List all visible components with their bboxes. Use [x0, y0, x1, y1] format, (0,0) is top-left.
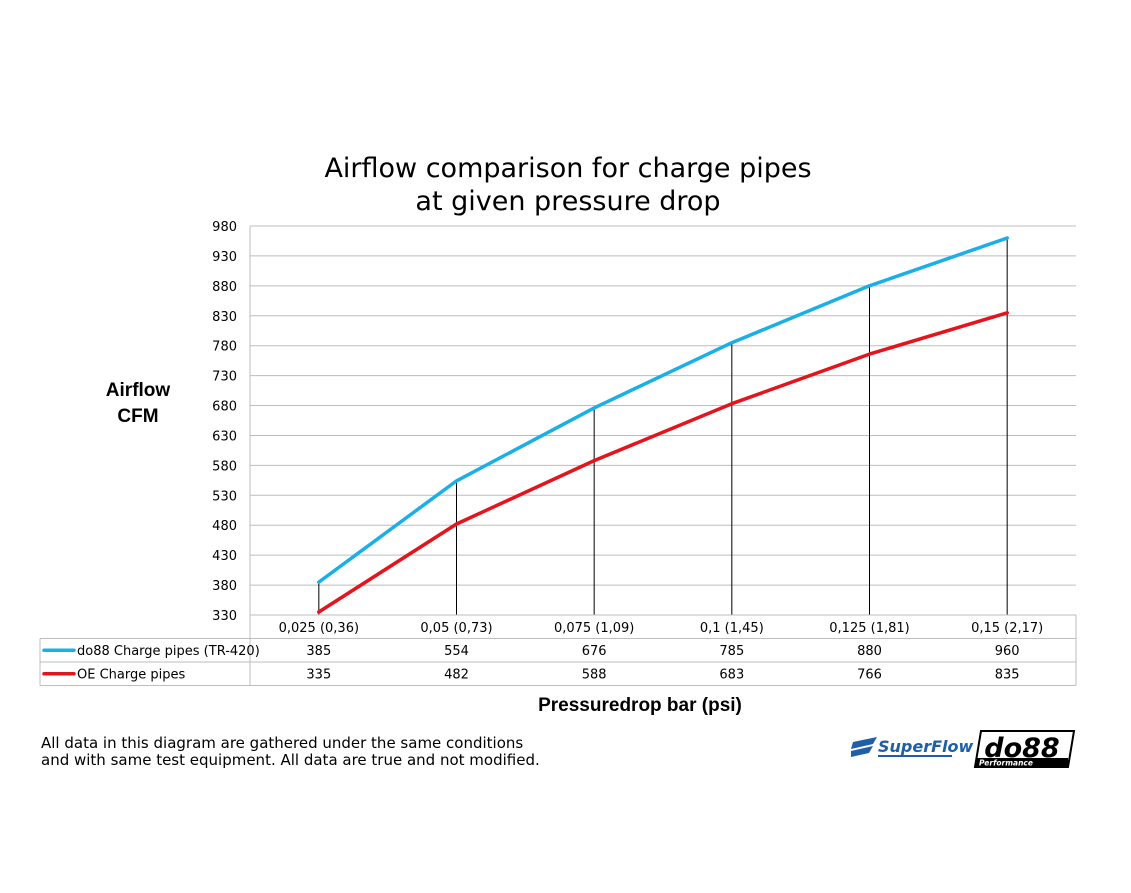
data-label-1-3: 683	[719, 667, 744, 682]
gridlines	[249, 225, 1076, 616]
y-tick-330: 330	[212, 609, 237, 624]
series-0-point-1	[454, 479, 459, 483]
footnote-line-2: and with same test equipment. All data a…	[41, 751, 540, 769]
series-1-point-2	[592, 458, 596, 463]
data-label-0-2: 676	[582, 644, 607, 659]
x-tick-label-2: 0,075 (1,09)	[554, 621, 634, 636]
series-1-point-4	[867, 352, 872, 356]
y-tick-480: 480	[212, 519, 237, 534]
series-1-point-0	[317, 610, 321, 614]
x-tick-label-4: 0,125 (1,81)	[829, 621, 909, 636]
series-0-point-0	[317, 580, 321, 584]
data-series	[317, 236, 1009, 614]
series-0-point-5	[1005, 236, 1009, 240]
superflow-swoosh-icon	[851, 737, 877, 757]
y-tick-730: 730	[212, 370, 237, 385]
data-table: 0,025 (0,36) 0,05 (0,73) 0,075 (1,09) 0,1 (…	[39, 614, 1077, 686]
superflow-logo-text: SuperFlow	[878, 737, 974, 756]
series-1-point-3	[730, 402, 734, 406]
y-tick-880: 880	[212, 280, 237, 295]
chart-title-line-1: Airflow comparison for charge pipes	[324, 153, 811, 184]
superflow-logo: SuperFlow	[851, 737, 974, 757]
y-tick-980: 980	[212, 220, 237, 235]
x-axis-label: Pressuredrop bar (psi)	[538, 695, 742, 716]
superflow-underline	[878, 755, 952, 757]
y-axis-label-line-2: CFM	[117, 406, 158, 427]
x-tick-label-1: 0,05 (0,73)	[420, 621, 492, 636]
y-tick-680: 680	[212, 400, 237, 415]
y-axis-label-line-1: Airflow	[106, 380, 171, 401]
y-tick-630: 630	[212, 429, 237, 444]
y-tick-780: 780	[212, 340, 237, 355]
y-tick-430: 430	[212, 549, 237, 564]
data-label-1-2: 588	[582, 667, 607, 682]
footnote-line-1: All data in this diagram are gathered un…	[41, 734, 523, 752]
footnote: All data in this diagram are gathered un…	[41, 734, 540, 769]
series-0-point-2	[592, 406, 596, 410]
y-tick-380: 380	[212, 579, 237, 594]
y-axis-label: Airflow CFM	[106, 380, 171, 427]
data-label-0-5: 960	[995, 644, 1020, 659]
series-line-0	[317, 236, 1009, 584]
y-tick-530: 530	[212, 489, 237, 504]
series-line-1	[317, 311, 1009, 614]
drop-lines	[318, 237, 1008, 616]
data-label-1-0: 335	[306, 667, 331, 682]
data-label-0-3: 785	[719, 644, 744, 659]
series-1-point-1	[454, 522, 459, 526]
do88-logo-subtext: Performance	[979, 759, 1033, 768]
data-label-0-0: 385	[306, 644, 331, 659]
x-tick-label-3: 0,1 (1,45)	[700, 621, 764, 636]
series-1-point-5	[1005, 311, 1009, 315]
y-tick-830: 830	[212, 310, 237, 325]
series-0-point-3	[730, 341, 734, 345]
chart-title: Airflow comparison for charge pipes at g…	[324, 153, 811, 217]
y-axis-ticks: 330 380 430 480 530 580 630 680 730 780 830 880 930 9…	[212, 220, 237, 624]
data-label-0-4: 880	[857, 644, 882, 659]
data-label-1-1: 482	[444, 667, 469, 682]
data-label-1-5: 835	[995, 667, 1020, 682]
legend-label-0: do88 Charge pipes (TR-420)	[77, 644, 260, 659]
do88-logo: do88 Performance	[973, 730, 1076, 768]
chart-title-line-2: at given pressure drop	[415, 186, 720, 217]
data-label-1-4: 766	[857, 667, 882, 682]
x-tick-label-5: 0,15 (2,17)	[971, 621, 1043, 636]
y-tick-930: 930	[212, 250, 237, 265]
legend-label-1: OE Charge pipes	[77, 667, 185, 682]
data-label-0-1: 554	[444, 644, 469, 659]
x-tick-label-0: 0,025 (0,36)	[279, 621, 359, 636]
series-0-point-4	[867, 284, 872, 288]
y-tick-580: 580	[212, 459, 237, 474]
